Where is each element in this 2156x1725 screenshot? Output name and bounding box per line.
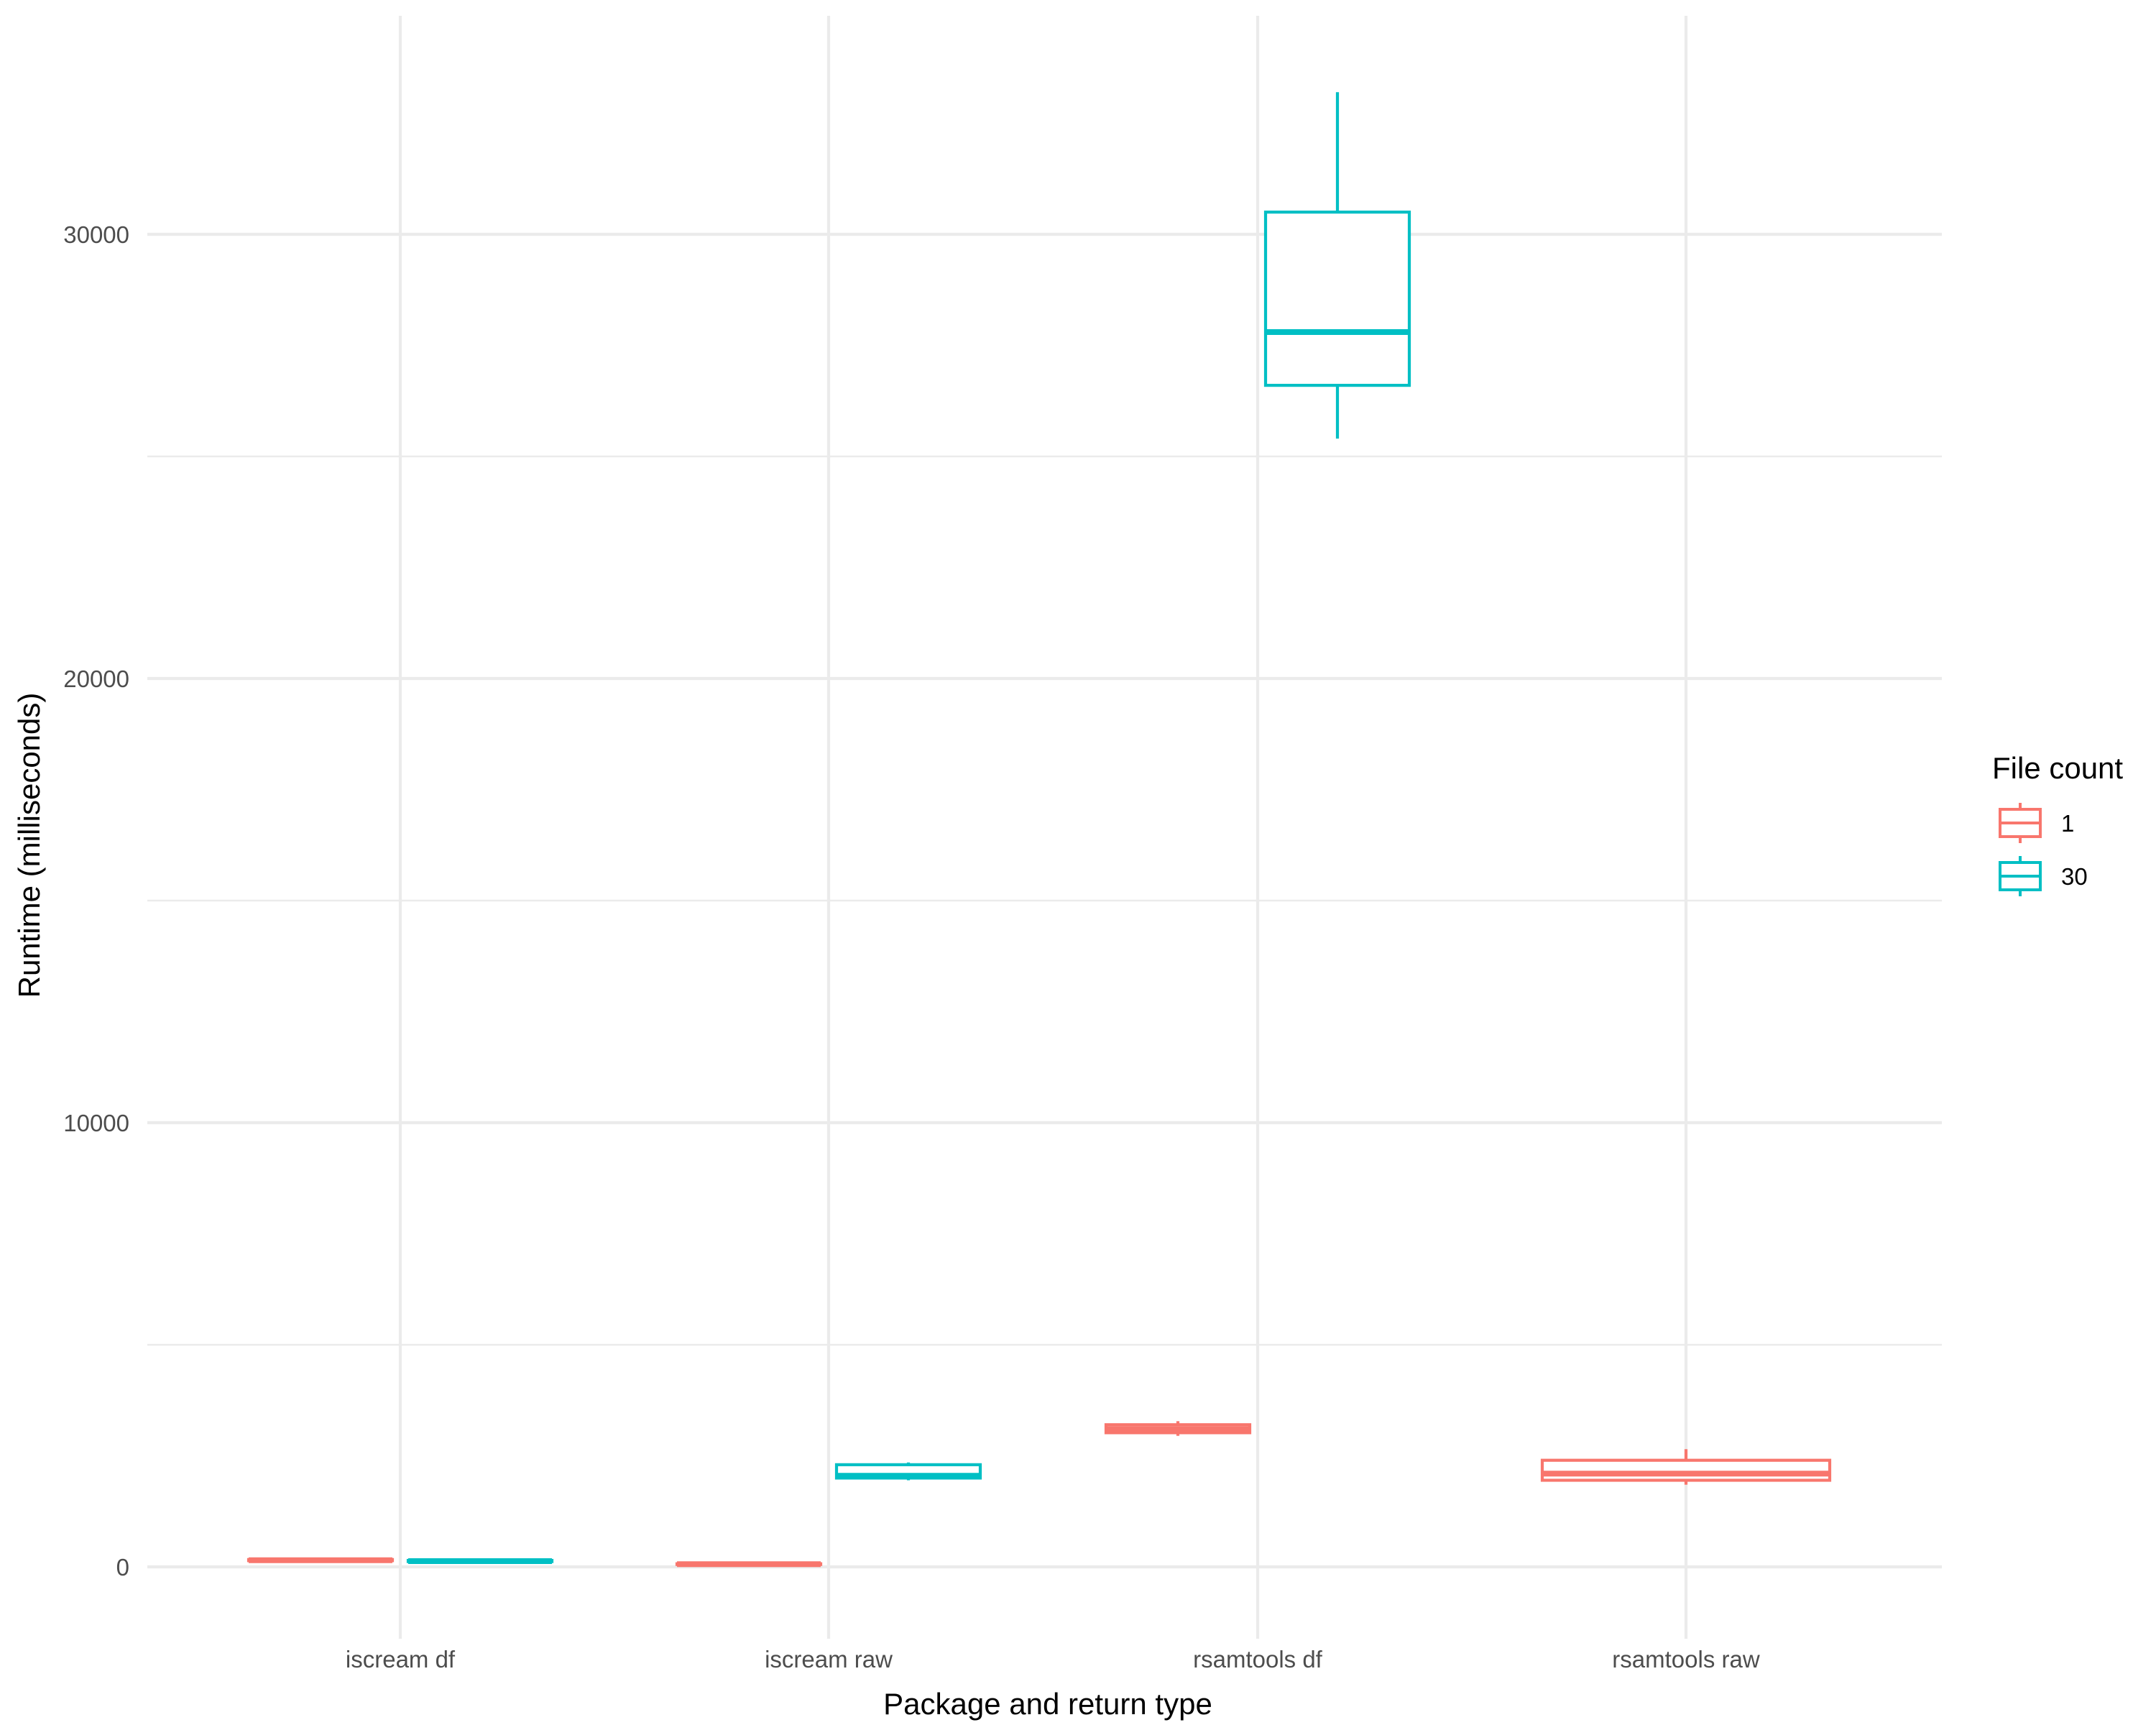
y-tick-label: 30000 [63,221,129,248]
box-marks [247,92,1832,1568]
y-tick-label: 0 [116,1554,129,1581]
tick-labels: 0 10000 20000 30000 iscream df iscream raw rsa… [63,221,1760,1673]
legend-item-1: 1 [1999,803,2074,843]
y-tick-label: 20000 [63,666,129,692]
x-tick-label: rsamtools raw [1612,1646,1760,1673]
box-iscream-raw-1 [675,1561,823,1568]
legend-label: 1 [2061,810,2074,837]
box-rsamtools-raw-1 [1540,1449,1832,1485]
legend-label: 30 [2061,863,2088,890]
y-tick-label: 10000 [63,1110,129,1136]
grid-lines [147,16,1942,1639]
legend: File count 1 30 [1992,751,2123,896]
y-axis-title: Runtime (milliseconds) [12,693,46,998]
box-rsamtools-df-1 [1104,1421,1252,1436]
x-tick-label: rsamtools df [1193,1646,1323,1673]
legend-title: File count [1992,751,2123,785]
legend-item-30: 30 [1999,856,2088,896]
box-iscream-raw-30 [834,1462,982,1481]
box-body [1263,211,1411,387]
box-iscream-df-1 [247,1557,395,1563]
x-tick-label: iscream raw [765,1646,893,1673]
box-rsamtools-df-30 [1263,92,1411,439]
box-iscream-df-30 [406,1558,554,1564]
x-tick-label: iscream df [346,1646,456,1673]
box-body [1540,1458,1832,1482]
x-axis-title: Package and return type [883,1687,1212,1721]
